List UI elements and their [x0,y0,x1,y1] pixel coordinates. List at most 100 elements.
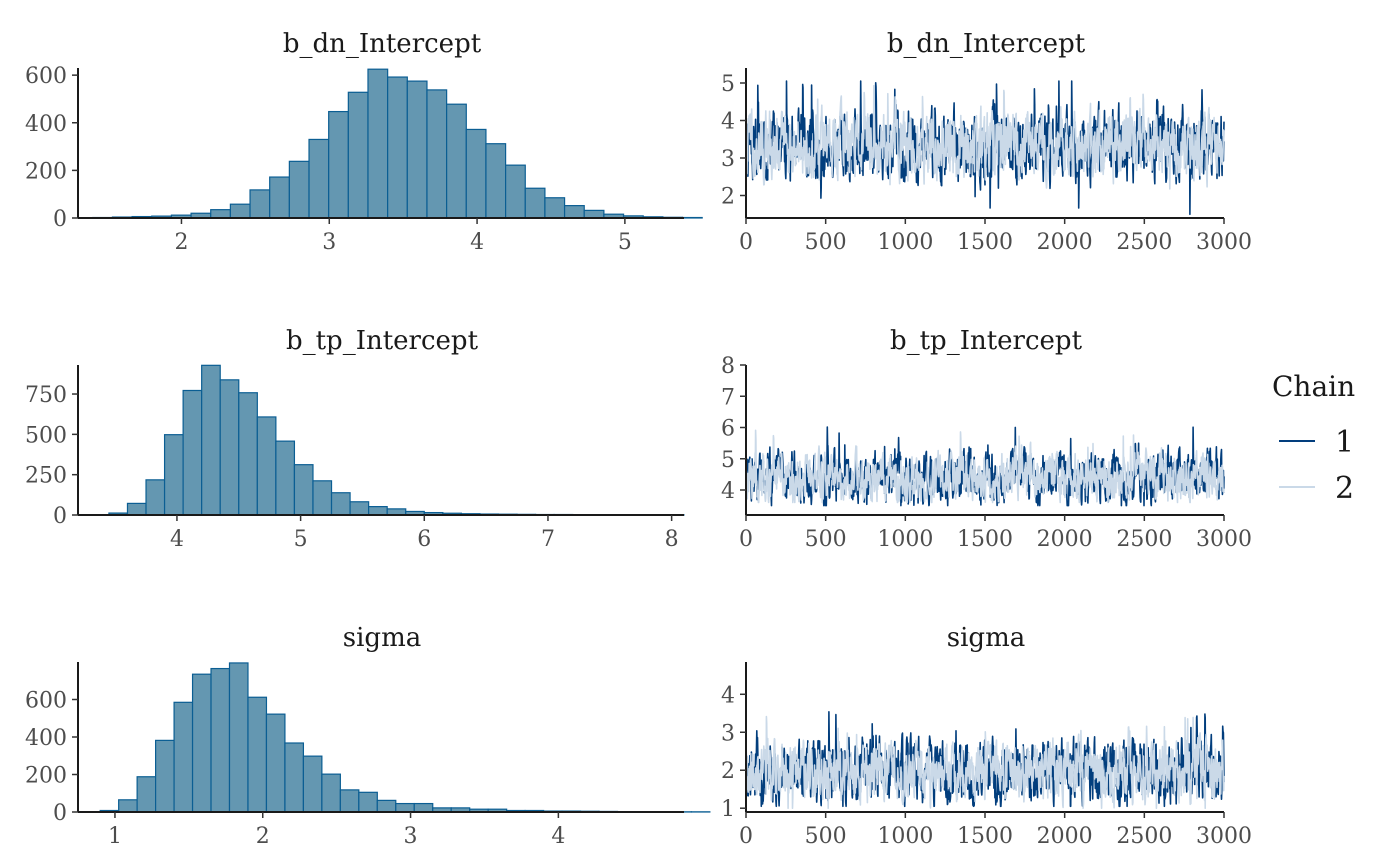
histogram-bar [308,138,330,219]
histogram-bar [238,392,258,516]
histogram-bars [99,662,711,813]
y-tick-label: 4 [721,479,735,504]
x-tick-label: 1500 [957,824,1013,849]
histogram-bar [126,502,147,516]
histogram-bar [330,492,351,516]
y-tick-label: 600 [25,689,67,714]
panel-1: b_dn_Intercept 2 3 4 5 0 200 400 600 [25,29,703,255]
x-tick-label: 0 [739,824,753,849]
x-tick-label: 1500 [957,527,1013,552]
x-tick-label: 3 [322,230,336,255]
histogram-bar [136,776,157,813]
histogram-bar [321,773,341,813]
histogram-bar [349,501,370,516]
x-tick-label: 2 [174,230,188,255]
panel-title: sigma [947,623,1025,653]
panel-5: sigma 1 2 3 4 0 200 400 600 [25,623,711,849]
histogram-bar [173,701,194,813]
panel-title: b_dn_Intercept [283,29,482,59]
panel-title: b_dn_Intercept [887,29,1086,59]
y-tick-label: 500 [25,423,67,448]
histogram-bar [118,799,138,813]
x-tick-label: 7 [541,527,555,552]
y-tick-label: 200 [25,159,67,184]
x-tick-label: 2500 [1116,824,1172,849]
trace-line-chain-2 [745,715,1225,810]
histogram-bar [395,802,415,813]
histogram-bar [387,76,408,219]
panel-title: sigma [343,623,421,653]
histogram-bars [89,364,685,516]
histogram-bar [544,197,566,219]
histogram-bar [228,662,249,813]
histogram-bar [210,209,231,219]
legend-label-chain-2: 2 [1335,471,1354,506]
histogram-bar [163,434,184,516]
x-tick-label: 3000 [1196,230,1252,255]
histogram-bar [201,364,221,516]
x-tick-label: 0 [739,527,753,552]
legend-title: Chain [1272,370,1355,403]
y-tick-label: 400 [25,112,67,137]
x-tick-label: 2 [256,824,270,849]
x-tick-label: 2000 [1037,527,1093,552]
histogram-bar [406,80,428,219]
legend: Chain 1 2 [1272,370,1355,506]
histogram-bar [583,209,605,219]
panel-2: b_dn_Intercept 0 500 1000 1500 2000 2500 3000 2 3… [721,29,1252,255]
histogram-bar [182,389,203,516]
x-tick-label: 2500 [1116,527,1172,552]
y-tick-label: 200 [25,764,67,789]
histogram-bar [368,506,388,516]
y-tick-label: 0 [53,207,67,232]
y-tick-label: 5 [721,448,735,473]
histogram-bar [347,91,369,219]
x-tick-label: 3000 [1196,527,1252,552]
y-tick-label: 600 [25,64,67,89]
y-tick-label: 8 [721,354,735,379]
x-tick-label: 1500 [957,230,1013,255]
histogram-bar [219,379,240,516]
y-tick-label: 3 [721,721,735,746]
panel-title: b_tp_Intercept [286,326,479,356]
x-tick-label: 6 [417,527,431,552]
histogram-bar [446,103,467,219]
histogram-bar [229,203,251,219]
y-tick-label: 750 [25,383,67,408]
x-tick-label: 1000 [877,230,933,255]
histogram-bar [485,143,507,219]
x-tick-label: 1 [108,824,122,849]
x-tick-label: 4 [170,527,184,552]
x-tick-label: 2500 [1116,230,1172,255]
x-tick-label: 1000 [877,824,933,849]
histogram-bar [358,791,378,813]
histogram-bar [312,480,333,516]
panel-4: b_tp_Intercept 0 500 1000 1500 2000 2500 3000 4 5… [721,326,1252,552]
x-tick-label: 3 [404,824,418,849]
y-tick-label: 3 [721,147,735,172]
trace-line-chain-2 [745,429,1225,504]
histogram-bar [505,164,526,219]
histogram-bar [413,802,434,813]
y-tick-label: 4 [721,683,735,708]
trace-line-chain-2 [745,84,1225,190]
histogram-bar [247,696,268,813]
x-tick-label: 500 [805,824,847,849]
x-tick-label: 2000 [1037,824,1093,849]
x-tick-label: 0 [739,230,753,255]
x-tick-label: 4 [470,230,484,255]
panel-title: b_tp_Intercept [890,326,1083,356]
histogram-bar [328,110,349,219]
histogram-bar [155,739,175,813]
histogram-bar [376,799,397,813]
y-tick-label: 250 [25,464,67,489]
y-tick-label: 7 [721,385,735,410]
histogram-bar [339,789,360,813]
histogram-bar [269,176,290,219]
panel-6: sigma 0 500 1000 1500 2000 2500 3000 1 2 3 4 [721,623,1252,849]
x-tick-label: 500 [805,230,847,255]
x-tick-label: 2000 [1037,230,1093,255]
y-tick-label: 4 [721,110,735,135]
histogram-bar [191,673,212,813]
